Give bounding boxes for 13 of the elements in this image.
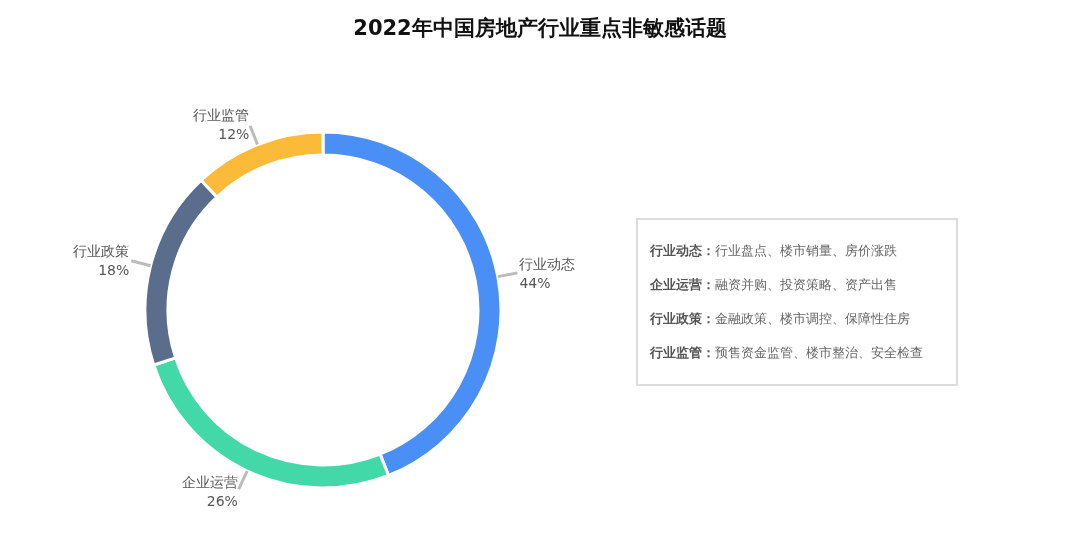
text: 行业动态：行业盘点、楼市销量、房价涨跌 (650, 243, 897, 258)
text: 行业政策：金融政策、楼市调控、保障性住房 (650, 311, 910, 326)
data-label: 26% (206, 492, 238, 509)
slice-label: 行业动态 (519, 255, 576, 272)
slice-label: 行业政策 (73, 243, 130, 260)
slice-label: 企业运营 (181, 473, 238, 490)
text: 企业运营：融资并购、投资策略、资产出售 (650, 277, 897, 292)
data-label: 44% (519, 274, 551, 291)
text: 行业监管：预售资金监管、楼市整治、安全检查 (650, 345, 923, 360)
data-label: 12% (218, 126, 250, 143)
slice-label: 行业监管 (193, 107, 250, 124)
data-label: 18% (98, 262, 130, 279)
chart-title: 2022年中国房地产行业重点非敏感话题 (352, 15, 728, 42)
